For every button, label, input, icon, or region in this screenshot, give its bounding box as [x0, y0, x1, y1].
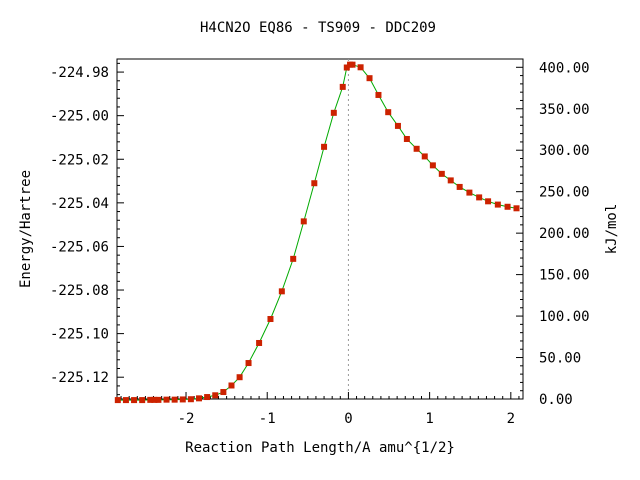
data-point-marker [421, 153, 428, 160]
data-point-marker [300, 218, 307, 225]
data-point-marker [131, 397, 138, 404]
data-point-marker [122, 397, 129, 404]
data-point-marker [438, 170, 445, 177]
data-point-marker [429, 162, 436, 169]
data-point-marker [349, 61, 356, 68]
y-tick-label: -225.06 [50, 239, 109, 255]
data-point-marker [114, 397, 121, 404]
x-tick-label: 0 [344, 411, 352, 427]
data-point-marker [466, 189, 473, 196]
data-point-marker [147, 396, 154, 403]
y2-tick-label: 350.00 [539, 102, 590, 118]
x-tick-label: -2 [178, 411, 195, 427]
data-point-marker [456, 183, 463, 190]
data-point-marker [366, 75, 373, 82]
y2-tick-label: 0.00 [539, 392, 573, 408]
series-markers [114, 61, 520, 404]
y2-tick-label: 150.00 [539, 268, 590, 284]
data-point-marker [413, 145, 420, 152]
x-tick-label: 2 [507, 411, 515, 427]
y2-tick-label: 50.00 [539, 351, 581, 367]
data-point-marker [151, 396, 158, 403]
data-point-marker [163, 396, 170, 403]
data-point-marker [494, 201, 501, 208]
chart-title: H4CN2O EQ86 - TS909 - DDC209 [200, 20, 436, 36]
data-point-marker [311, 180, 318, 187]
y2-tick-label: 300.00 [539, 143, 590, 159]
y2-tick-label: 200.00 [539, 226, 590, 242]
data-point-marker [179, 396, 186, 403]
energy-profile-line [117, 64, 517, 401]
x-tick-label: -1 [259, 411, 276, 427]
data-point-marker [504, 203, 511, 210]
series-line-layer [117, 64, 517, 401]
data-point-marker [139, 397, 146, 404]
y2-tick-label: 100.00 [539, 309, 590, 325]
y-axis-label: Energy/Hartree [18, 170, 34, 288]
data-point-marker [513, 205, 520, 212]
axis-ticks: -2 -1 0 1 2 -224.98 -225.00 -225.02 -225.04 -225.… [50, 58, 590, 427]
y-tick-label: -225.00 [50, 109, 109, 125]
data-point-marker [375, 91, 382, 98]
data-point-marker [485, 198, 492, 205]
y2-tick-label: 250.00 [539, 185, 590, 201]
y-tick-label: -225.02 [50, 152, 109, 168]
y-tick-label: -224.98 [50, 65, 109, 81]
data-point-marker [476, 194, 483, 201]
data-point-marker [220, 389, 227, 396]
data-point-marker [447, 177, 454, 184]
y2-axis-label: kJ/mol [604, 204, 620, 255]
data-point-marker [330, 109, 337, 116]
data-point-marker [278, 288, 285, 295]
y-tick-label: -225.10 [50, 327, 109, 343]
data-point-marker [196, 395, 203, 402]
data-point-marker [212, 392, 219, 399]
y2-tick-label: 400.00 [539, 60, 590, 76]
data-point-marker [321, 143, 328, 150]
plot-area [116, 58, 524, 400]
data-point-marker [204, 394, 211, 401]
data-point-marker [343, 64, 350, 71]
data-point-marker [155, 396, 162, 403]
y-tick-label: -225.08 [50, 283, 109, 299]
data-point-marker [357, 64, 364, 71]
data-point-marker [228, 382, 235, 389]
data-point-marker [245, 360, 252, 367]
data-point-marker [403, 135, 410, 142]
data-point-marker [256, 339, 263, 346]
data-point-marker [339, 83, 346, 90]
data-point-marker [187, 396, 194, 403]
data-point-marker [236, 374, 243, 381]
data-point-marker [267, 316, 274, 323]
data-point-marker [394, 122, 401, 129]
y-tick-label: -225.12 [50, 370, 109, 386]
data-point-marker [290, 255, 297, 262]
data-point-marker [385, 109, 392, 116]
y-tick-label: -225.04 [50, 196, 109, 212]
x-axis-label: Reaction Path Length/A amu^{1/2} [185, 440, 455, 456]
x-tick-label: 1 [425, 411, 433, 427]
data-point-marker [171, 396, 178, 403]
